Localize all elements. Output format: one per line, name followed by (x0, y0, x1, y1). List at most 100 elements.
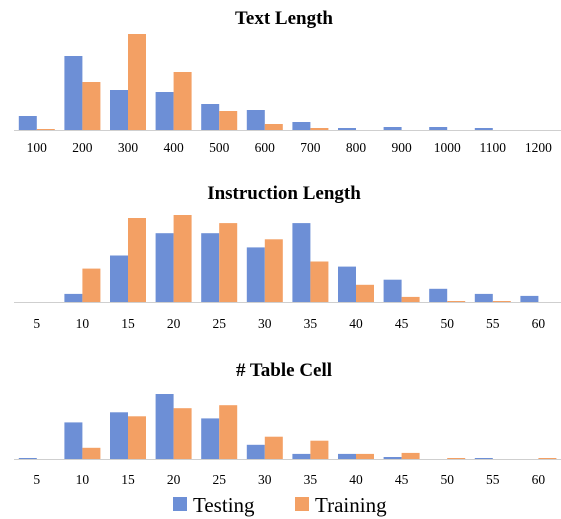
chart-panel-text-length: Text Length 100 200 300 400 500 600 700 800 900 1… (14, 8, 561, 155)
x-tick-label: 10 (76, 472, 90, 487)
bar-training-20 (173, 408, 192, 459)
bar-training-10 (82, 268, 101, 302)
bar-testing-45 (383, 279, 402, 302)
bar-training-35 (310, 440, 329, 459)
x-tick-label: 55 (486, 316, 500, 331)
bar-testing-25 (201, 418, 220, 459)
bar-testing-200 (64, 56, 83, 130)
x-tick-label: 20 (167, 316, 181, 331)
bar-testing-700 (292, 122, 311, 130)
bar-testing-45 (383, 457, 402, 459)
x-tick-label: 400 (163, 140, 184, 155)
x-tick-label: 5 (33, 472, 40, 487)
bar-training-10 (82, 447, 101, 459)
bar-training-30 (264, 436, 283, 459)
x-tick-label: 15 (121, 316, 135, 331)
bar-testing-30 (246, 444, 265, 459)
legend-swatch-training (295, 497, 309, 511)
bar-training-30 (264, 239, 283, 302)
bar-testing-30 (246, 247, 265, 302)
bar-testing-55 (474, 458, 493, 459)
x-tick-label: 500 (209, 140, 230, 155)
bar-testing-10 (64, 293, 83, 302)
chart-panel-instruction-length: Instruction Length 5 10 15 20 25 30 35 40 45 50 55… (14, 183, 561, 331)
x-tick-label: 1100 (480, 140, 507, 155)
bar-testing-300 (110, 90, 128, 130)
bar-testing-60 (520, 295, 539, 302)
x-tick-label: 10 (76, 316, 90, 331)
bar-testing-10 (64, 422, 83, 459)
x-tick-label: 700 (300, 140, 321, 155)
chart-title-text-length: Text Length (235, 8, 333, 29)
chart-title-instruction-length: Instruction Length (207, 183, 361, 204)
x-tick-label: 40 (349, 472, 363, 487)
x-tick-label: 200 (72, 140, 93, 155)
x-tick-label: 800 (346, 140, 367, 155)
bar-testing-20 (155, 394, 174, 459)
bar-training-20 (173, 215, 192, 302)
x-tick-label: 40 (349, 316, 363, 331)
bar-training-45 (401, 452, 420, 459)
chart-panel-table-cell: # Table Cell 5 10 15 20 25 30 35 40 45 50 55 60 (14, 360, 561, 487)
bar-testing-40 (338, 266, 356, 302)
bar-testing-40 (338, 453, 356, 459)
x-tick-label: 5 (33, 316, 40, 331)
bar-testing-15 (110, 412, 128, 459)
bar-training-700 (310, 128, 329, 130)
x-tick-label: 600 (255, 140, 276, 155)
bar-training-400 (173, 72, 192, 130)
bar-training-15 (128, 416, 146, 459)
x-tick-label: 45 (395, 472, 409, 487)
bar-testing-50 (429, 288, 448, 302)
legend-label-training: Training (315, 493, 387, 517)
bar-testing-800 (338, 128, 356, 130)
x-tick-label: 25 (212, 472, 226, 487)
bar-training-500 (219, 111, 238, 130)
x-tick-label: 50 (440, 472, 454, 487)
bar-training-300 (128, 34, 146, 130)
bar-training-25 (219, 223, 238, 302)
bar-training-55 (492, 301, 511, 302)
bar-training-60 (538, 458, 557, 459)
x-tick-label: 1000 (434, 140, 461, 155)
legend-swatch-testing (173, 497, 187, 511)
chart-legend: Testing Training (173, 493, 387, 517)
bar-testing-1000 (429, 127, 448, 130)
x-tick-label: 35 (304, 472, 318, 487)
bar-testing-400 (155, 92, 174, 130)
x-tick-label: 55 (486, 472, 500, 487)
x-tick-label: 30 (258, 472, 272, 487)
bar-training-40 (356, 453, 374, 459)
x-tick-label: 35 (304, 316, 318, 331)
bar-training-35 (310, 261, 329, 302)
bar-training-45 (401, 296, 420, 302)
x-tick-label: 25 (212, 316, 226, 331)
x-tick-label: 100 (27, 140, 48, 155)
bar-testing-900 (383, 127, 402, 130)
bar-training-15 (128, 218, 146, 302)
bar-training-50 (447, 458, 466, 459)
bar-testing-15 (110, 255, 128, 302)
x-tick-label: 1200 (525, 140, 552, 155)
x-tick-label: 20 (167, 472, 181, 487)
bar-testing-500 (201, 104, 220, 130)
bar-training-600 (264, 124, 283, 130)
x-tick-label: 45 (395, 316, 409, 331)
legend-label-testing: Testing (193, 493, 255, 517)
bar-training-25 (219, 405, 238, 459)
bar-testing-20 (155, 233, 174, 302)
bar-training-100 (36, 129, 55, 130)
chart-title-table-cell: # Table Cell (236, 360, 332, 381)
bar-testing-25 (201, 233, 220, 302)
bar-training-40 (356, 284, 374, 302)
bar-testing-55 (474, 293, 493, 302)
x-tick-label: 15 (121, 472, 135, 487)
bar-testing-35 (292, 223, 311, 302)
x-tick-label: 50 (440, 316, 454, 331)
bar-testing-100 (18, 116, 37, 130)
x-tick-label: 900 (391, 140, 412, 155)
x-tick-label: 60 (532, 472, 546, 487)
bar-training-50 (447, 301, 466, 302)
bar-testing-600 (246, 110, 265, 130)
